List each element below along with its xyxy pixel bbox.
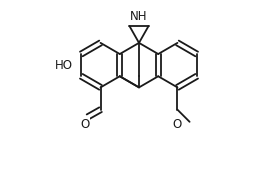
Text: O: O — [80, 118, 90, 131]
Text: NH: NH — [130, 10, 148, 23]
Text: HO: HO — [55, 59, 73, 72]
Text: O: O — [173, 118, 182, 131]
